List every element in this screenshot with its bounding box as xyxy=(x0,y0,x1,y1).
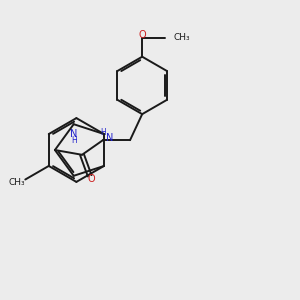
Text: H: H xyxy=(100,128,106,137)
Text: CH₃: CH₃ xyxy=(173,33,190,42)
Text: O: O xyxy=(138,30,146,40)
Text: N: N xyxy=(106,133,113,143)
Text: CH₃: CH₃ xyxy=(9,178,25,187)
Text: O: O xyxy=(87,174,95,184)
Text: N: N xyxy=(70,129,77,139)
Text: H: H xyxy=(71,136,76,146)
